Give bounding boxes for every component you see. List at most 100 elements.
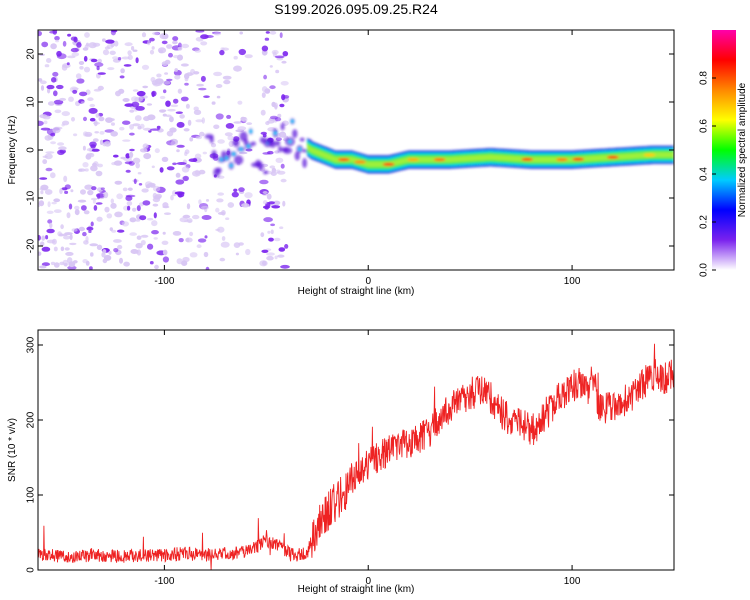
ridge-blob bbox=[209, 136, 214, 144]
noise-speckle bbox=[85, 153, 92, 160]
noise-speckle bbox=[50, 261, 56, 266]
snr-series-line bbox=[38, 343, 674, 570]
ridge-core bbox=[246, 144, 250, 148]
noise-speckle bbox=[93, 205, 98, 211]
noise-speckle bbox=[119, 75, 125, 79]
ridge-hotspot bbox=[521, 157, 534, 161]
noise-speckle bbox=[71, 52, 80, 57]
colorbar-tick-label: 0.8 bbox=[699, 71, 710, 85]
noise-speckle bbox=[120, 156, 126, 160]
noise-speckle bbox=[260, 232, 265, 238]
noise-speckle bbox=[61, 64, 68, 71]
noise-speckle bbox=[267, 120, 275, 124]
ridge-blob bbox=[269, 141, 276, 148]
noise-speckle bbox=[273, 102, 278, 109]
noise-speckle bbox=[224, 132, 233, 137]
noise-speckle bbox=[269, 85, 276, 90]
noise-speckle bbox=[83, 210, 90, 215]
noise-speckle bbox=[78, 61, 85, 65]
spectrogram-ytick-label: 0 bbox=[26, 147, 37, 153]
noise-speckle bbox=[78, 168, 86, 172]
noise-speckle bbox=[231, 191, 239, 198]
noise-speckle bbox=[204, 235, 208, 239]
noise-speckle bbox=[123, 64, 132, 67]
noise-speckle bbox=[261, 92, 266, 98]
noise-speckle bbox=[60, 224, 64, 230]
noise-speckle bbox=[38, 120, 44, 126]
noise-speckle bbox=[244, 54, 253, 59]
noise-speckle bbox=[132, 123, 141, 127]
noise-speckle bbox=[182, 175, 189, 181]
noise-speckle bbox=[169, 116, 174, 123]
noise-speckle bbox=[51, 77, 57, 83]
noise-speckle bbox=[159, 95, 166, 100]
spectrogram-xtick-label: 100 bbox=[564, 276, 581, 287]
noise-speckle bbox=[117, 229, 125, 233]
noise-speckle bbox=[266, 252, 275, 256]
noise-speckle bbox=[282, 51, 289, 57]
noise-speckle bbox=[100, 187, 105, 190]
noise-speckle bbox=[135, 106, 145, 111]
noise-speckle bbox=[161, 33, 169, 40]
noise-speckle bbox=[155, 193, 163, 199]
noise-speckle bbox=[39, 187, 48, 191]
noise-speckle bbox=[163, 89, 167, 94]
noise-speckle bbox=[47, 101, 55, 106]
noise-speckle bbox=[277, 254, 285, 258]
noise-speckle bbox=[47, 201, 51, 208]
noise-speckle bbox=[91, 148, 100, 152]
noise-speckle bbox=[83, 55, 88, 62]
noise-speckle bbox=[63, 175, 68, 182]
noise-speckle bbox=[261, 249, 269, 253]
noise-speckle bbox=[46, 228, 55, 234]
noise-speckle bbox=[38, 30, 42, 37]
noise-speckle bbox=[110, 131, 118, 137]
noise-speckle bbox=[264, 37, 270, 41]
noise-speckle bbox=[279, 32, 283, 39]
noise-speckle bbox=[55, 39, 60, 43]
noise-speckle bbox=[195, 119, 204, 123]
colorbar-tick-label: 0.4 bbox=[699, 167, 710, 181]
noise-speckle bbox=[142, 200, 151, 206]
snr-ytick-label: 100 bbox=[26, 486, 37, 503]
ridge-core bbox=[290, 119, 294, 123]
noise-speckle bbox=[269, 30, 277, 35]
noise-speckle bbox=[63, 235, 71, 240]
noise-speckle bbox=[147, 40, 151, 46]
noise-speckle bbox=[114, 180, 123, 185]
noise-speckle bbox=[177, 88, 183, 94]
noise-speckle bbox=[172, 40, 178, 45]
noise-speckle bbox=[132, 49, 138, 52]
noise-speckle bbox=[40, 80, 47, 85]
noise-speckle bbox=[114, 211, 123, 218]
noise-speckle bbox=[172, 190, 177, 197]
noise-speckle bbox=[71, 228, 78, 232]
noise-speckle bbox=[235, 252, 239, 256]
noise-speckle bbox=[194, 49, 201, 53]
noise-speckle bbox=[84, 168, 89, 172]
noise-speckle bbox=[47, 87, 51, 94]
noise-speckle bbox=[97, 58, 102, 64]
noise-speckle bbox=[127, 50, 132, 56]
noise-speckle bbox=[262, 260, 267, 266]
noise-speckle bbox=[270, 223, 275, 227]
noise-speckle bbox=[239, 31, 243, 35]
noise-speckle bbox=[129, 132, 135, 136]
noise-speckle bbox=[162, 80, 171, 85]
noise-speckle bbox=[113, 239, 122, 243]
noise-speckle bbox=[165, 114, 172, 118]
noise-speckle bbox=[50, 141, 56, 145]
noise-speckle bbox=[50, 43, 57, 50]
ridge-blob bbox=[250, 141, 256, 146]
noise-speckle bbox=[215, 207, 220, 213]
noise-speckle bbox=[270, 229, 274, 235]
noise-speckle bbox=[130, 249, 139, 254]
noise-speckle bbox=[102, 38, 106, 42]
noise-speckle bbox=[110, 202, 117, 209]
colorbar-label: Normalized spectral amplitude bbox=[737, 82, 748, 217]
noise-speckle bbox=[93, 120, 98, 127]
noise-speckle bbox=[275, 157, 284, 163]
noise-speckle bbox=[269, 165, 276, 169]
noise-speckle bbox=[62, 40, 67, 47]
noise-speckle bbox=[225, 123, 235, 129]
